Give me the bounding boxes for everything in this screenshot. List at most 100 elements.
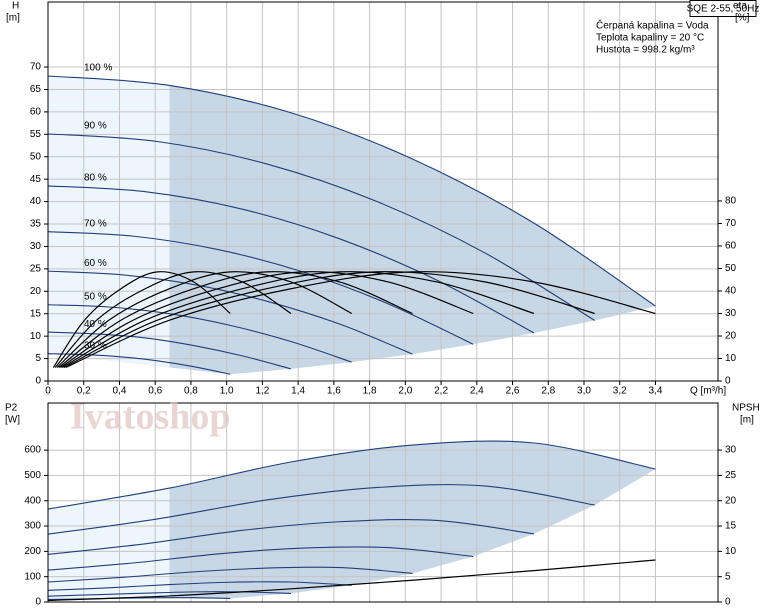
curve-label: 50 %	[84, 291, 107, 302]
x-tick-label: 3,4	[649, 386, 663, 397]
note: Teplota kapaliny = 20 °C	[596, 33, 704, 44]
y-tick-label: 5	[35, 353, 41, 364]
y-axis-unit: [m]	[6, 13, 20, 24]
chart-title: SQE 2-55, 50Hz	[687, 4, 760, 15]
x-tick-label: 0,8	[184, 386, 198, 397]
y2-axis-unit: [m]	[740, 415, 754, 426]
y-tick-label: 100	[24, 571, 41, 582]
y2-tick-label: 40	[725, 286, 737, 297]
y-tick-label: 50	[30, 151, 42, 162]
curve-label: 40 %	[84, 319, 107, 330]
y-tick-label: 400	[24, 495, 41, 506]
curve	[48, 581, 352, 591]
y2-tick-label: 10	[725, 353, 737, 364]
curve	[48, 353, 231, 375]
x-tick-label: 3,2	[613, 386, 627, 397]
curve	[48, 231, 474, 345]
curve	[48, 484, 595, 535]
secondary-curve	[56, 271, 353, 368]
operating-region	[48, 76, 656, 381]
curve-label: 70 %	[84, 218, 107, 229]
plots: 0 0,2 0,4 0,6 0,8 1,0 1,2 1,4 1,6 1,8 2,0 2,2 2,4 2,6…	[24, 1, 737, 608]
y2-tick-label: 70	[725, 218, 737, 229]
secondary-curve	[61, 271, 535, 369]
y2-tick-label: 25	[725, 470, 737, 481]
y2-tick-label: 0	[725, 597, 731, 608]
y-tick-label: 30	[30, 241, 42, 252]
y-tick-label: 35	[30, 219, 42, 230]
y-tick-label: 25	[30, 264, 42, 275]
plot-area	[48, 2, 718, 381]
y-axis-label: P2	[5, 403, 18, 414]
y-tick-label: 20	[30, 286, 42, 297]
secondary-curve	[65, 271, 656, 369]
y-tick-label: 0	[35, 376, 41, 387]
y-tick-label: 500	[24, 470, 41, 481]
x-tick-label: 1,0	[220, 386, 234, 397]
curve	[48, 304, 352, 363]
x-tick-label: 0,4	[113, 386, 127, 397]
curve	[48, 566, 413, 583]
y-tick-label: 45	[30, 174, 42, 185]
y2-tick-label: 0	[725, 376, 731, 387]
curve	[48, 546, 474, 571]
y2-tick-label: 5	[725, 571, 731, 582]
x-tick-label: 2,0	[398, 386, 412, 397]
y2-tick-label: 10	[725, 546, 737, 557]
watermark: Ivatoshop	[70, 396, 231, 438]
x-tick-label: 0,2	[77, 386, 91, 397]
operating-region-light	[48, 488, 170, 602]
curve-label: 80 %	[84, 173, 107, 184]
y-tick-label: 10	[30, 331, 42, 342]
y2-tick-label: 30	[725, 445, 737, 456]
plot-area	[48, 403, 718, 602]
secondary-curve	[60, 271, 474, 368]
x-tick-label: 2,4	[470, 386, 484, 397]
y2-axis-label: NPSH	[732, 403, 760, 414]
curve-label: 60 %	[84, 258, 107, 269]
x-tick-label: 2,8	[541, 386, 555, 397]
plot-frame	[47, 1, 719, 382]
x-axis-label: Q [m³/h]	[690, 386, 726, 397]
y-tick-label: 40	[30, 196, 42, 207]
y-tick-label: 0	[35, 597, 41, 608]
x-tick-label: 0,6	[148, 386, 162, 397]
y-tick-label: 55	[30, 129, 42, 140]
x-tick-label: 2,6	[506, 386, 520, 397]
y-tick-label: 15	[30, 308, 42, 319]
plot-frame	[47, 402, 719, 603]
curve	[48, 440, 656, 510]
x-tick-label: 1,4	[291, 386, 305, 397]
y2-tick-label: 80	[725, 196, 737, 207]
y-tick-label: 300	[24, 521, 41, 532]
y2-axis-unit: [%]	[735, 13, 750, 24]
y2-tick-label: 60	[725, 241, 737, 252]
curve-label: 30 %	[84, 340, 107, 351]
y-tick-label: 65	[30, 84, 42, 95]
x-tick-label: 3,0	[577, 386, 591, 397]
y2-tick-label: 20	[725, 495, 737, 506]
curve-label: 90 %	[84, 121, 107, 132]
secondary-curve	[54, 271, 292, 368]
note: Čerpaná kapalina = Voda	[596, 19, 709, 32]
curve	[48, 75, 656, 307]
y-tick-label: 70	[30, 62, 42, 73]
x-tick-label: 1,2	[255, 386, 269, 397]
y-tick-label: 200	[24, 546, 41, 557]
y2-tick-label: 15	[725, 521, 737, 532]
curve	[48, 185, 535, 334]
operating-region-light	[48, 76, 170, 381]
y-tick-label: 60	[30, 107, 42, 118]
note: Hustota = 998.2 kg/m³	[596, 45, 695, 56]
y2-axis-label: eta	[733, 1, 747, 12]
x-tick-label: 1,6	[327, 386, 341, 397]
y-axis-label: H	[12, 1, 19, 12]
curve-label: 100 %	[84, 63, 112, 74]
x-tick-label: 0	[45, 386, 51, 397]
y-axis-unit: [W]	[5, 415, 20, 426]
secondary-curve	[48, 559, 656, 602]
secondary-curve	[52, 271, 231, 368]
curve	[48, 518, 535, 555]
x-tick-label: 1,8	[363, 386, 377, 397]
